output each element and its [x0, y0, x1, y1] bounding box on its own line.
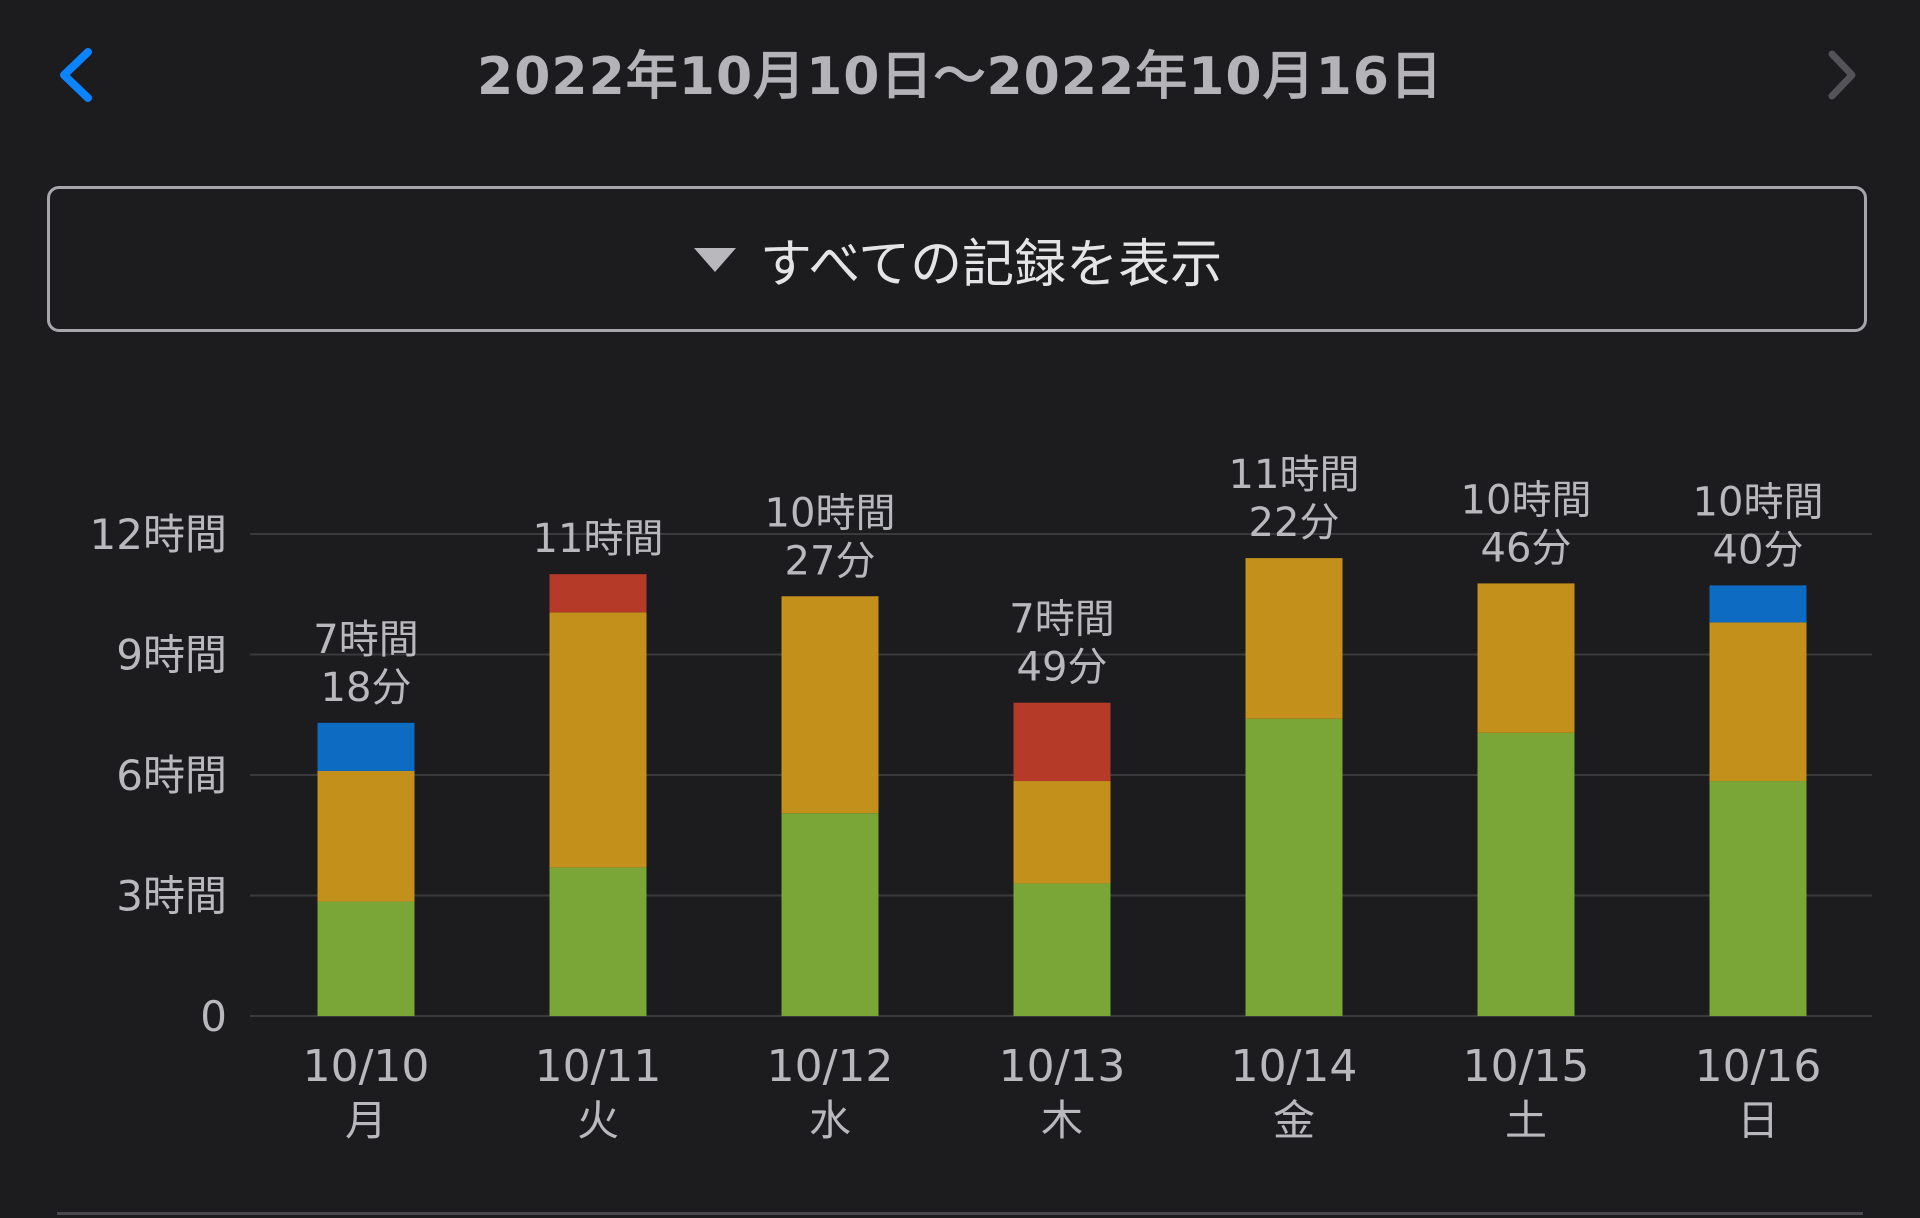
- bar-total-label: 11時間: [1229, 452, 1360, 498]
- bar-segment-yellow[interactable]: [1013, 781, 1111, 884]
- bar-segment-green[interactable]: [1477, 732, 1575, 1016]
- x-weekday-label: 金: [1273, 1096, 1315, 1145]
- x-tick-label: 10/10: [303, 1041, 430, 1092]
- date-range-title: 2022年10月10日〜2022年10月16日: [477, 47, 1443, 107]
- sleep-chart: 0 3時間 6時間 9時間 12時間 7時間 18分 10/10 月 11時間 10/11 火 10時間…: [0, 400, 1920, 1200]
- y-tick-label: 6時間: [116, 751, 227, 800]
- bar-segment-green[interactable]: [1245, 718, 1343, 1016]
- x-weekday-label: 土: [1505, 1096, 1547, 1145]
- bar-segment-yellow[interactable]: [781, 596, 879, 814]
- bar-segment-green[interactable]: [1709, 781, 1807, 1016]
- bar-segment-yellow[interactable]: [1477, 583, 1575, 733]
- chevron-left-icon: [60, 48, 92, 102]
- x-weekday-label: 木: [1041, 1096, 1083, 1145]
- bar-total-label: 46分: [1481, 525, 1572, 571]
- bar-total-label: 49分: [1017, 645, 1108, 691]
- x-weekday-label: 火: [577, 1096, 619, 1145]
- bar-segment-yellow[interactable]: [1709, 622, 1807, 782]
- bar-total-label: 10時間: [765, 490, 896, 536]
- next-week-button[interactable]: [1810, 40, 1870, 110]
- bar-segment-blue[interactable]: [317, 722, 415, 771]
- show-all-records-button[interactable]: すべての記録を表示: [47, 186, 1867, 332]
- bar-segment-green[interactable]: [781, 813, 879, 1016]
- y-tick-label: 0: [200, 992, 227, 1041]
- x-weekday-label: 水: [809, 1096, 851, 1145]
- x-weekday-label: 日: [1737, 1096, 1779, 1145]
- bar-segment-yellow[interactable]: [1245, 558, 1343, 719]
- chart-svg: 03時間6時間9時間12時間7時間18分10/10月11時間10/11火10時間…: [90, 452, 1872, 1145]
- y-tick-label: 3時間: [116, 872, 227, 921]
- x-tick-label: 10/16: [1695, 1041, 1822, 1092]
- bar-segment-blue[interactable]: [1709, 585, 1807, 623]
- x-tick-label: 10/13: [999, 1041, 1126, 1092]
- y-tick-label: 12時間: [90, 510, 227, 559]
- bar-total-label: 27分: [785, 538, 876, 584]
- bar-total-label: 10時間: [1461, 477, 1592, 523]
- x-tick-label: 10/14: [1231, 1041, 1358, 1092]
- y-tick-label: 9時間: [116, 631, 227, 680]
- bar-segment-green[interactable]: [317, 901, 415, 1016]
- bar-total-label: 7時間: [1009, 597, 1114, 643]
- prev-week-button[interactable]: [50, 40, 110, 110]
- bar-segment-red[interactable]: [549, 574, 647, 613]
- x-tick-label: 10/15: [1463, 1041, 1590, 1092]
- bar-total-label: 18分: [321, 665, 412, 711]
- filter-content: すべての記録を表示: [50, 189, 1864, 329]
- bottom-divider: [57, 1212, 1863, 1215]
- bar-total-label: 22分: [1249, 500, 1340, 546]
- filter-label: すべての記録を表示: [759, 234, 1223, 295]
- bar-segment-yellow[interactable]: [549, 612, 647, 868]
- bar-segment-red[interactable]: [1013, 702, 1111, 782]
- bar-segment-yellow[interactable]: [317, 770, 415, 902]
- bar-total-label: 11時間: [533, 516, 664, 562]
- bar-segment-green[interactable]: [1013, 883, 1111, 1016]
- triangle-down-icon: [693, 248, 736, 272]
- bar-total-label: 7時間: [313, 617, 418, 663]
- bar-segment-green[interactable]: [549, 867, 647, 1016]
- x-tick-label: 10/12: [767, 1041, 894, 1092]
- header: 2022年10月10日〜2022年10月16日: [0, 0, 1920, 150]
- bar-total-label: 10時間: [1693, 479, 1824, 525]
- chevron-right-icon: [1828, 50, 1856, 100]
- x-weekday-label: 月: [345, 1096, 387, 1145]
- x-tick-label: 10/11: [535, 1041, 662, 1092]
- bar-total-label: 40分: [1713, 527, 1804, 573]
